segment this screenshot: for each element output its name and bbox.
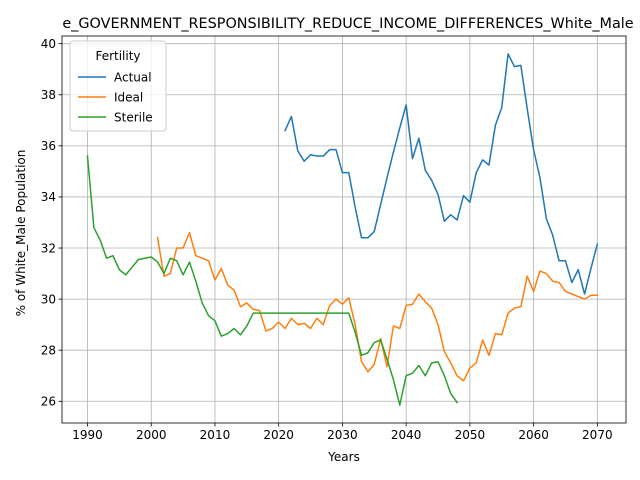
y-tick-label: 40 xyxy=(41,37,56,51)
x-tick-label: 2030 xyxy=(327,428,358,442)
y-tick-label: 38 xyxy=(41,88,56,102)
x-tick-label: 2060 xyxy=(518,428,549,442)
plot-frame xyxy=(61,35,627,424)
series-lines xyxy=(86,53,599,406)
x-tick-label: 2070 xyxy=(582,428,613,442)
x-tick-label: 1990 xyxy=(72,428,103,442)
x-tick-label: 2050 xyxy=(455,428,486,442)
x-tick-label: 2000 xyxy=(136,428,167,442)
y-tick-label: 26 xyxy=(41,395,56,409)
chart-title: e_GOVERNMENT_RESPONSIBILITY_REDUCE_INCOM… xyxy=(62,16,633,32)
legend-box xyxy=(69,40,167,132)
legend-label-actual: Actual xyxy=(114,70,152,84)
x-tick-label: 2010 xyxy=(200,428,231,442)
legend-label-sterile: Sterile xyxy=(114,110,153,124)
x-axis-ticks: 1990 2000 2010 2020 2030 2040 2050 2060 2070 xyxy=(72,423,613,442)
series-line-actual xyxy=(284,53,599,295)
legend-label-ideal: Ideal xyxy=(114,90,143,104)
y-tick-label: 34 xyxy=(41,190,56,204)
series-line-ideal xyxy=(156,231,599,382)
y-tick-label: 30 xyxy=(41,292,56,306)
y-tick-label: 32 xyxy=(41,241,56,255)
x-axis-label: Years xyxy=(327,450,360,464)
legend-title: Fertility xyxy=(95,49,140,63)
x-tick-label: 2040 xyxy=(391,428,422,442)
x-tick-label: 2020 xyxy=(263,428,294,442)
series-line-sterile xyxy=(86,155,459,406)
y-tick-label: 36 xyxy=(41,139,56,153)
grid-lines xyxy=(62,36,626,423)
y-tick-label: 28 xyxy=(41,343,56,357)
legend: Fertility Actual Ideal Sterile xyxy=(69,40,167,132)
y-axis-ticks: 26 28 30 32 34 36 38 40 xyxy=(41,37,62,409)
y-axis-label: % of White_Male Population xyxy=(14,150,28,317)
